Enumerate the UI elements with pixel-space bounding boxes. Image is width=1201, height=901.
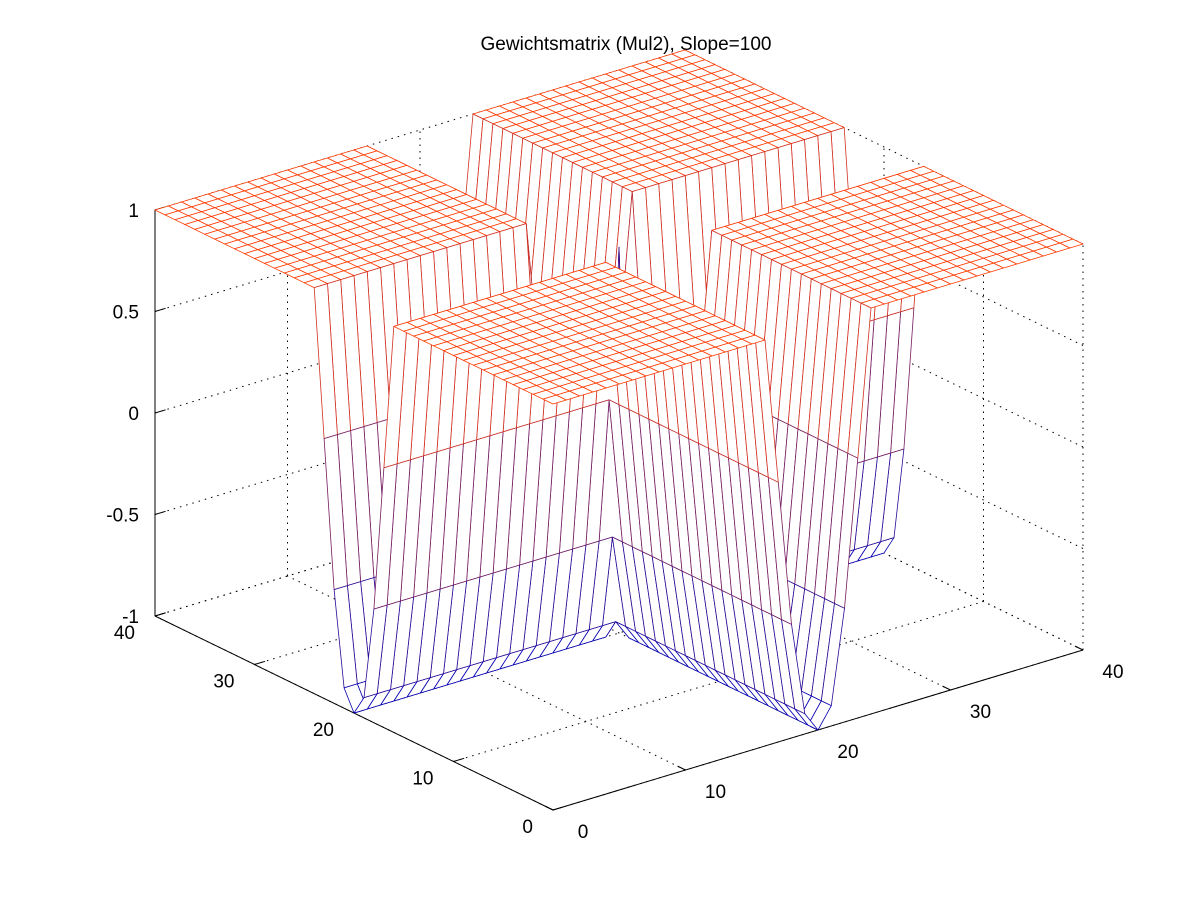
x-tick-label: 30 [970,702,991,723]
z-tick-mark [154,510,166,515]
z-tick-label: 1 [128,201,139,222]
y-tick-label: 20 [313,720,334,741]
grid-line [684,49,1084,245]
y-tick-label: 40 [114,623,135,644]
y-tick-label: 0 [522,817,533,838]
x-tick-label: 40 [1102,662,1123,683]
x-tick-mark [544,805,554,811]
x-tick-label: 20 [837,742,858,763]
x-tick-label: 10 [705,782,726,803]
chart-title: Gewichtsmatrix (Mul2), Slope=100 [481,34,772,55]
grid-line [154,151,686,312]
x-tick-mark [1074,645,1084,651]
grid-line [419,535,819,731]
z-tick-label: -0.5 [106,506,139,527]
y-tick-mark [552,806,564,811]
grid-line [154,455,686,617]
x-tick-mark [677,765,686,771]
z-tick-label: -1 [122,607,139,628]
surface-mesh [154,49,1084,731]
x-tick-mark [942,685,951,691]
z-tick-mark [154,307,166,312]
z-tick-mark [154,612,166,617]
z-tick-label: 0.5 [113,303,139,324]
grid-line [154,252,686,414]
y-tick-mark [453,757,465,762]
x-tick-label: 0 [578,822,589,843]
grid-line [453,601,984,762]
y-tick-mark [254,660,266,665]
y-tick-label: 10 [412,769,433,790]
grid-line [154,354,686,515]
surface-cell [542,394,567,405]
z-tick-label: 0 [128,404,139,425]
y-tick-label: 30 [213,672,234,693]
z-tick-mark [154,409,166,414]
